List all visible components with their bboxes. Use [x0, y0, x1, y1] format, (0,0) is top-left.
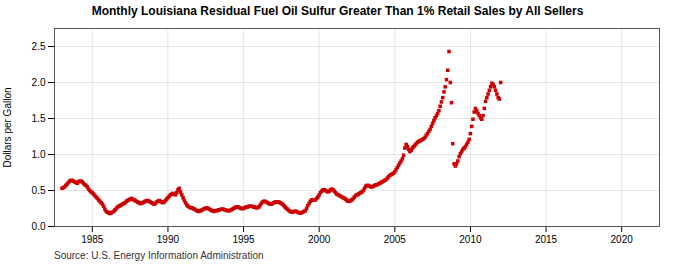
svg-text:0.5: 0.5 [32, 185, 46, 196]
svg-text:0.0: 0.0 [32, 221, 46, 232]
svg-text:2010: 2010 [459, 234, 482, 245]
svg-text:Dollars per Gallon: Dollars per Gallon [2, 87, 13, 167]
html-text:Monthly Louisiana Residual Fue: Monthly Louisiana Residual Fuel Oil Sulf… [91, 4, 584, 18]
svg-text:1985: 1985 [81, 234, 104, 245]
svg-text:1.0: 1.0 [32, 149, 46, 160]
svg-text:2020: 2020 [611, 234, 634, 245]
svg-text:2005: 2005 [384, 234, 407, 245]
svg-text:1.5: 1.5 [32, 113, 46, 124]
svg-text:1990: 1990 [157, 234, 180, 245]
svg-text:1995: 1995 [232, 234, 255, 245]
svg-text:2015: 2015 [535, 234, 558, 245]
svg-text:2000: 2000 [308, 234, 331, 245]
html-text:Source: U.S. Energy Informatio: Source: U.S. Energy Information Administ… [54, 250, 264, 261]
svg-text:2.5: 2.5 [32, 41, 46, 52]
svg-text:2.0: 2.0 [32, 77, 46, 88]
